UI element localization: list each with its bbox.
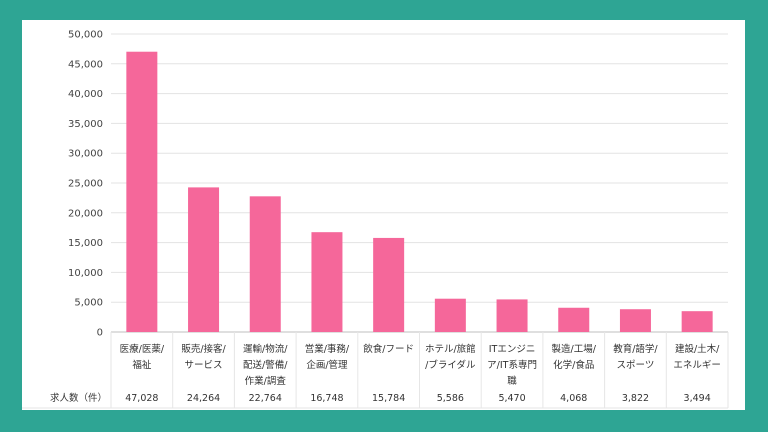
bar	[126, 51, 158, 332]
category-label: エネルギー	[673, 360, 721, 371]
value-label: 15,784	[372, 393, 405, 404]
y-tick-label: 30,000	[68, 149, 103, 160]
value-label: 22,764	[249, 393, 282, 404]
bar	[681, 311, 713, 332]
category-label: 建設/土木/	[675, 343, 720, 355]
category-label: 販売/接客/	[181, 343, 226, 355]
y-tick-label: 40,000	[68, 89, 103, 100]
y-tick-label: 15,000	[68, 238, 103, 249]
bar	[249, 196, 281, 332]
bar	[373, 237, 405, 332]
category-label: 営業/事務/	[305, 343, 350, 355]
category-label: 教育/語学/	[613, 343, 658, 355]
bar	[434, 298, 466, 332]
y-tick-label: 35,000	[68, 119, 103, 130]
value-label: 5,586	[437, 393, 464, 404]
value-label: 16,748	[310, 393, 343, 404]
y-tick-label: 45,000	[68, 59, 103, 70]
category-label: 企画/管理	[306, 359, 348, 371]
category-label: スポーツ	[617, 360, 655, 371]
y-tick-label: 50,000	[68, 30, 103, 41]
category-label: 製造/工場/	[552, 343, 597, 355]
value-label: 24,264	[187, 393, 220, 404]
category-label: /ブライダル	[425, 359, 476, 371]
category-label: 医療/医薬/	[120, 343, 165, 355]
value-label: 3,822	[622, 393, 649, 404]
bar	[558, 307, 590, 332]
value-label: 5,470	[498, 393, 525, 404]
category-label: 化学/食品	[553, 359, 594, 371]
category-label: サービス	[185, 360, 223, 371]
y-tick-label: 25,000	[68, 179, 103, 190]
category-label: 飲食/フード	[363, 343, 414, 355]
y-tick-label: 0	[97, 328, 103, 339]
bar-chart: 0 5,000 10,000 15,000 20,000 25,000 30,000 35,0…	[22, 30, 729, 409]
y-tick-label: 5,000	[74, 298, 103, 309]
category-label: 作業/調査	[245, 375, 287, 387]
y-tick-label: 20,000	[68, 208, 103, 219]
category-label: 職	[507, 376, 517, 387]
category-label: 運輸/物流/	[243, 343, 288, 355]
category-label: ア/IT系専門	[487, 359, 537, 371]
bar	[311, 232, 343, 332]
y-tick-label: 10,000	[68, 268, 103, 279]
category-label: ITエンジニ	[489, 344, 536, 355]
category-label: ホテル/旅館	[425, 343, 476, 355]
bar	[496, 299, 528, 332]
category-label: 配送/警備/	[243, 359, 288, 371]
chart-card: 0 5,000 10,000 15,000 20,000 25,000 30,000 35,0…	[22, 20, 745, 410]
bar	[188, 187, 220, 332]
row-label: 求人数（件）	[50, 392, 107, 404]
value-label: 4,068	[560, 393, 587, 404]
value-label: 3,494	[684, 393, 711, 404]
bar	[619, 309, 651, 332]
value-label: 47,028	[125, 393, 158, 404]
category-label: 福祉	[132, 359, 152, 371]
